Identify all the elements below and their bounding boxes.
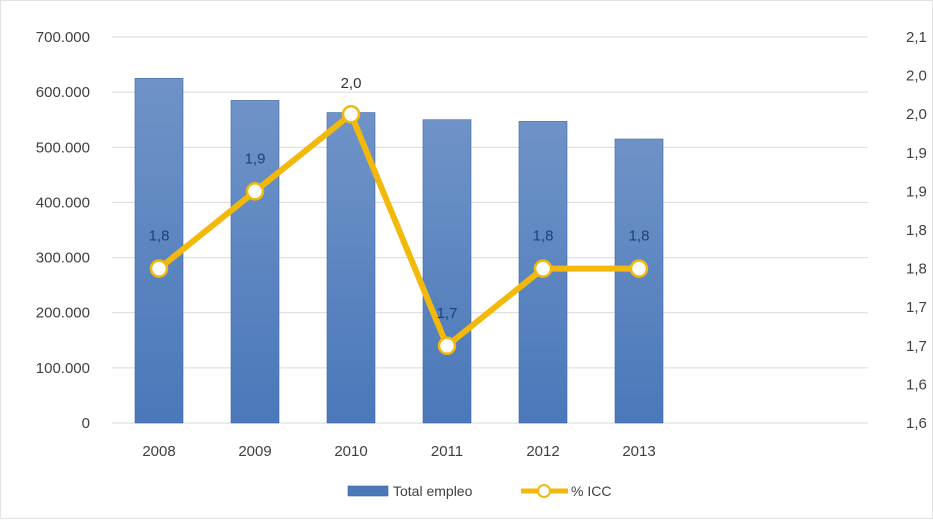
y-left-tick-label: 300.000 (36, 250, 90, 267)
bar (230, 100, 280, 424)
x-tick-label: 2009 (238, 443, 271, 460)
x-tick-label: 2010 (334, 443, 367, 460)
line-point (533, 259, 553, 278)
line-point (149, 259, 169, 278)
data-label: 1,9 (245, 150, 266, 167)
y-right-tick-label: 1,8 (906, 261, 927, 278)
bar (134, 78, 184, 424)
y-right-tick-label: 2,0 (906, 106, 927, 123)
bar (326, 112, 376, 424)
y-left-tick-label: 100.000 (36, 360, 90, 377)
data-label: 1,7 (437, 305, 458, 322)
x-tick-label: 2012 (526, 443, 559, 460)
legend-label: Total empleo (393, 483, 473, 499)
axes: 0 100.000 200.000 300.000 400.000 500.000 600.… (36, 29, 927, 460)
bar (614, 138, 664, 424)
x-tick-label: 2013 (622, 443, 655, 460)
y-left-tick-label: 500.000 (36, 139, 90, 156)
y-left-tick-label: 400.000 (36, 194, 90, 211)
y-left-tick-label: 200.000 (36, 305, 90, 322)
y-right-tick-label: 1,7 (906, 299, 927, 316)
series-line (156, 111, 642, 349)
y-right-tick-label: 1,9 (906, 183, 927, 200)
legend-swatch-bar (347, 485, 389, 497)
data-label: 1,8 (629, 228, 650, 245)
bar-series (134, 78, 664, 424)
line-point (341, 104, 361, 124)
y-right-tick-label: 1,8 (906, 222, 927, 239)
bar (422, 119, 472, 424)
y-right-tick-label: 1,9 (906, 145, 927, 162)
y-right-tick-label: 2,1 (906, 29, 927, 46)
y-right-tick-label: 1,6 (906, 376, 927, 393)
line-point (437, 336, 457, 356)
data-label: 2,0 (341, 75, 362, 92)
x-tick-label: 2008 (142, 443, 175, 460)
y-left-tick-label: 700.000 (36, 29, 90, 46)
y-left-tick-label: 0 (82, 415, 90, 432)
data-label: 1,8 (533, 228, 554, 245)
y-right-tick-label: 1,7 (906, 338, 927, 355)
line-point (245, 182, 265, 201)
line-point (629, 259, 649, 278)
y-left-tick-label: 600.000 (36, 84, 90, 101)
data-label: 1,8 (149, 228, 170, 245)
y-right-tick-label: 1,6 (906, 415, 927, 432)
legend: Total empleo % ICC (347, 483, 611, 499)
x-tick-label: 2011 (431, 443, 463, 460)
legend-label: % ICC (571, 483, 611, 499)
y-right-tick-label: 2,0 (906, 68, 927, 85)
legend-swatch-marker (537, 484, 551, 498)
line-series (149, 104, 649, 356)
data-labels: 1,8 1,9 2,0 1,7 1,8 1,8 (149, 75, 650, 322)
